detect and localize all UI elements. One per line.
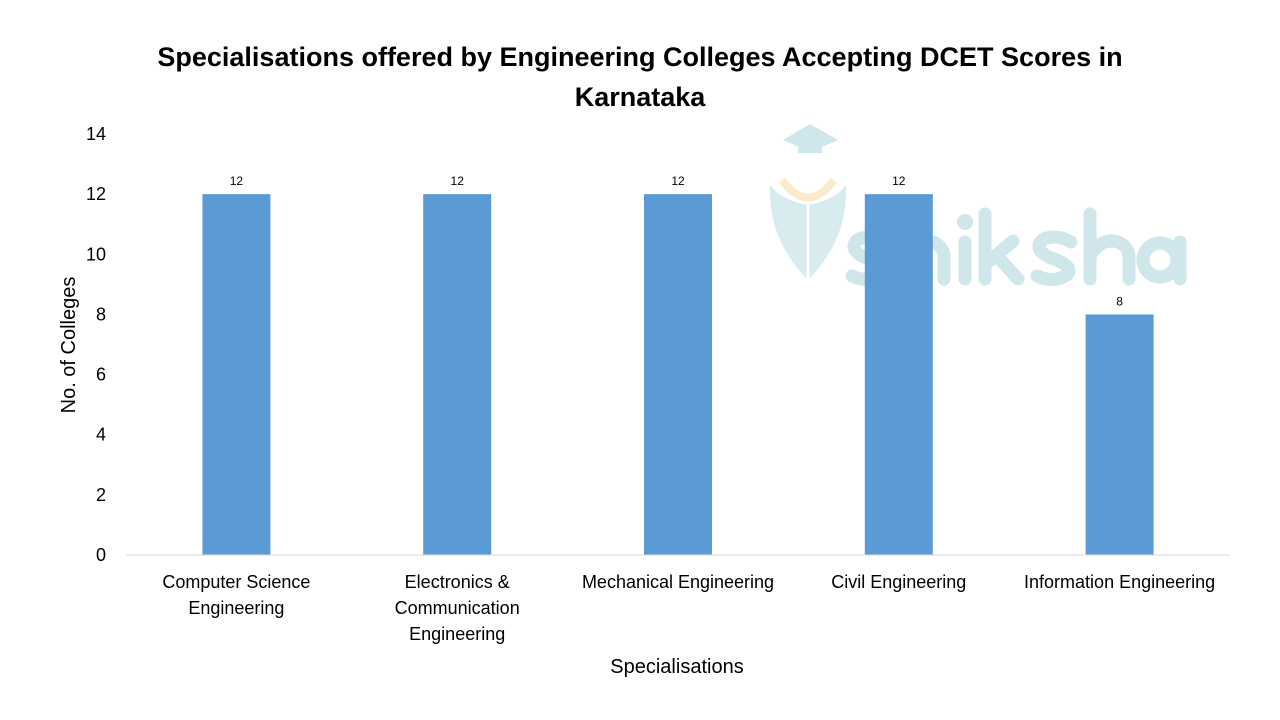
bar — [202, 194, 271, 555]
y-tick-label: 8 — [96, 304, 106, 324]
y-tick-label: 0 — [96, 545, 106, 565]
data-label: 12 — [230, 174, 244, 188]
x-tick-label: Information Engineering — [1024, 572, 1215, 592]
y-tick-label: 14 — [86, 124, 106, 144]
data-label: 8 — [1116, 294, 1123, 308]
y-tick-label: 4 — [96, 425, 106, 445]
data-label: 12 — [892, 174, 906, 188]
y-tick-label: 2 — [96, 485, 106, 505]
data-label: 12 — [671, 174, 685, 188]
chart-title-line-2: Karnataka — [575, 82, 707, 112]
bar — [423, 194, 492, 555]
chart-title-line-1: Specialisations offered by Engineering C… — [157, 42, 1122, 72]
data-label: 12 — [451, 174, 465, 188]
x-tick-label: Civil Engineering — [831, 572, 966, 592]
y-tick-label: 6 — [96, 365, 106, 385]
shiksha-watermark-logo — [769, 124, 1187, 286]
y-axis-label: No. of Colleges — [58, 277, 80, 414]
x-tick-label: Electronics & Communication Engineering — [395, 572, 520, 644]
x-tick-label: Computer Science Engineering — [162, 572, 310, 618]
y-tick-label: 12 — [86, 184, 106, 204]
y-tick-label: 10 — [86, 244, 106, 264]
bar — [644, 194, 712, 555]
x-tick-label: Mechanical Engineering — [582, 572, 774, 592]
x-axis-label: Specialisations — [610, 656, 743, 678]
bar — [864, 194, 933, 555]
bar — [1085, 314, 1154, 555]
